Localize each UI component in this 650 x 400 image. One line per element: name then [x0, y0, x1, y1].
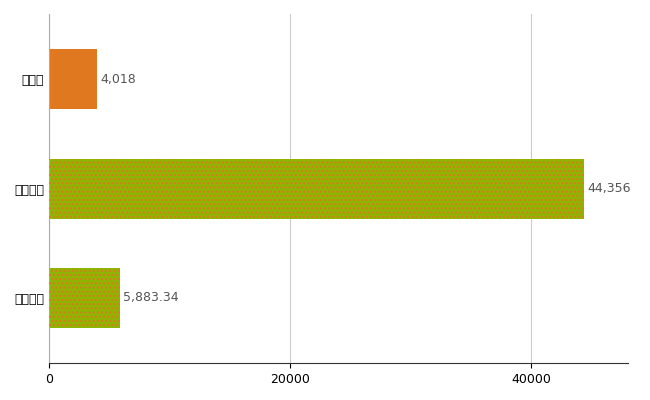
Text: 44,356: 44,356 — [588, 182, 631, 195]
Bar — [49, 268, 120, 328]
Text: 4,018: 4,018 — [101, 73, 136, 86]
Text: 5,883.34: 5,883.34 — [124, 291, 179, 304]
Bar — [49, 49, 98, 110]
Bar — [49, 159, 584, 219]
Bar — [49, 268, 120, 328]
Bar — [49, 159, 584, 219]
